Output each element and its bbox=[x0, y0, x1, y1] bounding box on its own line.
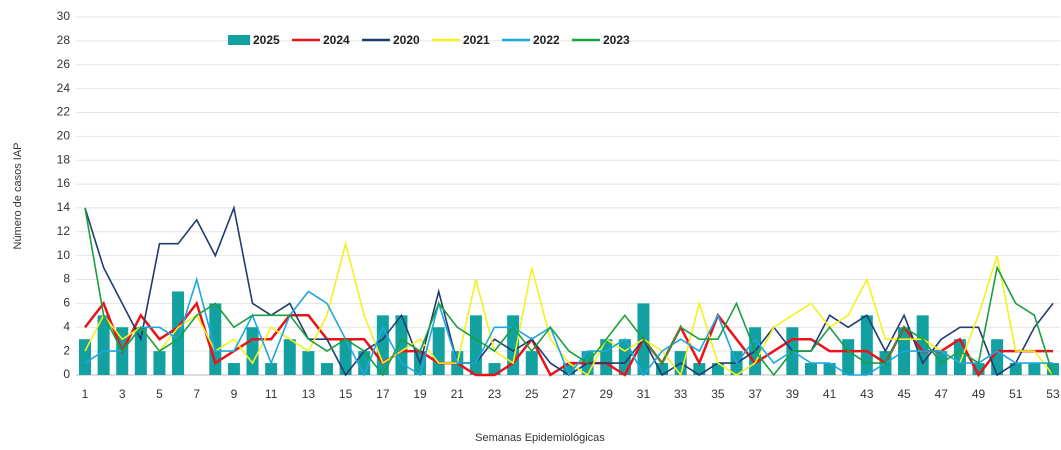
y-tick-label: 12 bbox=[57, 224, 71, 238]
legend-label: 2022 bbox=[533, 33, 560, 47]
x-tick-label: 19 bbox=[413, 387, 427, 401]
x-tick-label: 47 bbox=[935, 387, 949, 401]
legend-label: 2021 bbox=[463, 33, 490, 47]
bar bbox=[953, 339, 966, 375]
y-tick-label: 16 bbox=[57, 176, 71, 190]
bar bbox=[469, 315, 482, 375]
bar bbox=[246, 327, 259, 375]
bar bbox=[972, 363, 985, 375]
x-tick-label: 33 bbox=[674, 387, 688, 401]
bar bbox=[860, 315, 873, 375]
y-tick-label: 10 bbox=[57, 248, 71, 262]
legend-label: 2020 bbox=[393, 33, 420, 47]
bar bbox=[656, 363, 669, 375]
y-tick-label: 6 bbox=[63, 296, 70, 310]
x-tick-label: 21 bbox=[451, 387, 465, 401]
line bbox=[84, 207, 1054, 377]
line bbox=[84, 240, 1054, 377]
x-tick-label: 41 bbox=[823, 387, 837, 401]
x-tick-label: 53 bbox=[1046, 387, 1060, 401]
x-tick-label: 43 bbox=[860, 387, 874, 401]
x-tick-label: 39 bbox=[786, 387, 800, 401]
x-tick-label: 13 bbox=[302, 387, 316, 401]
y-tick-label: 28 bbox=[57, 33, 71, 47]
bar bbox=[172, 291, 185, 375]
x-tick-label: 35 bbox=[711, 387, 725, 401]
x-tick-label: 37 bbox=[748, 387, 762, 401]
legend-swatch bbox=[228, 35, 250, 45]
bar bbox=[320, 363, 333, 375]
bar bbox=[395, 315, 408, 375]
bar bbox=[302, 351, 315, 375]
x-tick-label: 23 bbox=[488, 387, 502, 401]
x-axis-label: Semanas Epidemiológicas bbox=[475, 432, 605, 444]
x-tick-label: 7 bbox=[193, 387, 200, 401]
y-tick-label: 20 bbox=[57, 129, 71, 143]
legend-label: 2023 bbox=[603, 33, 630, 47]
bar bbox=[432, 327, 445, 375]
bar bbox=[711, 363, 724, 375]
x-tick-label: 31 bbox=[637, 387, 651, 401]
y-tick-label: 4 bbox=[63, 319, 70, 333]
x-tick-label: 49 bbox=[972, 387, 986, 401]
bar bbox=[153, 351, 166, 375]
y-tick-label: 30 bbox=[57, 9, 71, 23]
bar bbox=[283, 339, 296, 375]
bar bbox=[339, 339, 352, 375]
x-tick-label: 29 bbox=[600, 387, 614, 401]
y-tick-label: 24 bbox=[57, 81, 71, 95]
x-tick-label: 25 bbox=[525, 387, 539, 401]
bar bbox=[227, 363, 240, 375]
x-tick-label: 51 bbox=[1009, 387, 1023, 401]
bar bbox=[79, 339, 91, 375]
y-tick-label: 8 bbox=[63, 272, 70, 286]
x-tick-label: 11 bbox=[265, 387, 278, 401]
bar bbox=[265, 363, 278, 375]
x-tick-label: 15 bbox=[339, 387, 353, 401]
legend-label: 2024 bbox=[323, 33, 350, 47]
legend: 2025 2024 2020 2021 2022 2023 bbox=[228, 33, 630, 47]
bar bbox=[134, 327, 147, 375]
bar bbox=[562, 363, 575, 375]
bar bbox=[1028, 363, 1041, 375]
bar bbox=[1046, 363, 1059, 375]
y-tick-label: 22 bbox=[57, 105, 71, 119]
x-tick-label: 17 bbox=[376, 387, 390, 401]
bar bbox=[525, 351, 538, 375]
bar bbox=[823, 363, 836, 375]
x-tick-label: 5 bbox=[156, 387, 163, 401]
x-tick-label: 27 bbox=[562, 387, 576, 401]
legend-label: 2025 bbox=[253, 33, 280, 47]
bar bbox=[804, 363, 817, 375]
bar bbox=[97, 315, 110, 375]
bar bbox=[1009, 363, 1022, 375]
y-tick-label: 0 bbox=[63, 367, 70, 381]
y-tick-label: 2 bbox=[63, 343, 70, 357]
x-tick-label: 45 bbox=[897, 387, 911, 401]
x-tick-label: 1 bbox=[82, 387, 89, 401]
bar bbox=[693, 363, 706, 375]
bar bbox=[618, 339, 631, 375]
y-tick-label: 18 bbox=[57, 152, 71, 166]
bar bbox=[488, 363, 501, 375]
line bbox=[84, 276, 1053, 377]
x-tick-label: 3 bbox=[119, 387, 126, 401]
y-axis-label: Número de casos IAP bbox=[12, 143, 24, 250]
y-tick-label: 26 bbox=[57, 57, 71, 71]
y-tick-label: 14 bbox=[57, 200, 71, 214]
x-tick-label: 9 bbox=[231, 387, 238, 401]
